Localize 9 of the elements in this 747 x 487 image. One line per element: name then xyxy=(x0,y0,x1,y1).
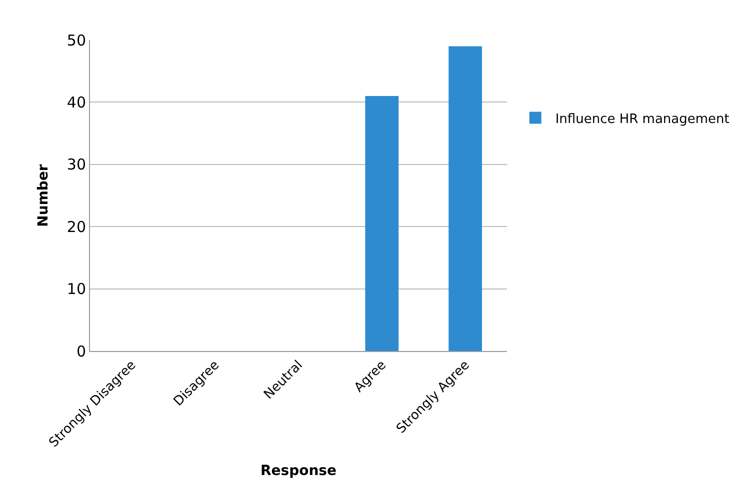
y-tick-label: 30 xyxy=(66,156,86,174)
y-axis-title: Number xyxy=(36,164,52,227)
y-tick-label: 50 xyxy=(66,31,86,50)
legend-label: Influence HR management xyxy=(555,112,730,127)
y-tick-label: 10 xyxy=(66,280,86,298)
y-tick-label: 0 xyxy=(76,342,86,360)
y-tick-label: 40 xyxy=(66,93,86,112)
y-tick-label: 20 xyxy=(66,218,86,236)
x-axis-title: Response xyxy=(260,462,337,479)
